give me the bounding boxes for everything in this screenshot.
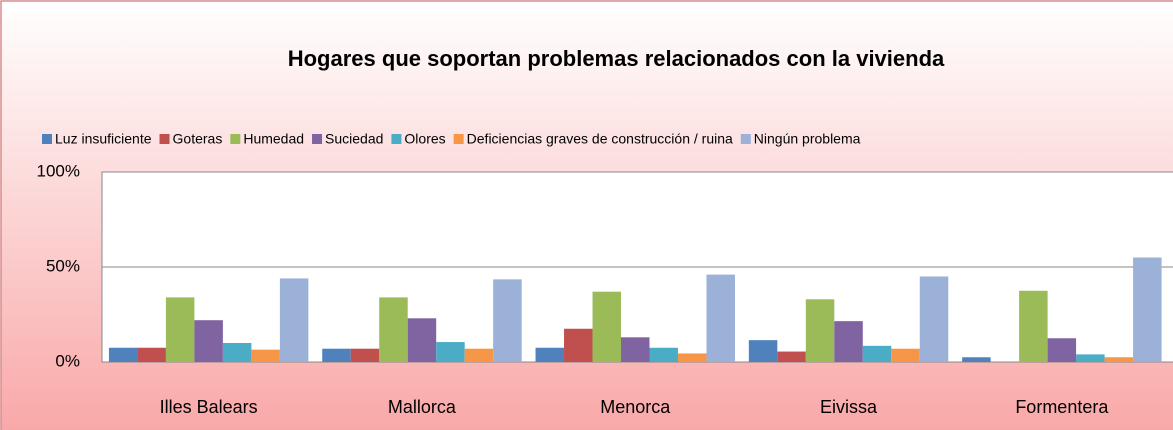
bar [962, 357, 991, 362]
bar [919, 276, 949, 362]
legend-label: Ningún problema [754, 131, 861, 147]
legend-label: Olores [404, 131, 445, 147]
legend-label: Deficiencias graves de construcción / ru… [467, 131, 733, 147]
bar [862, 345, 892, 362]
bar [222, 343, 252, 362]
bar [777, 351, 806, 362]
bar [834, 321, 863, 362]
legend-label: Humedad [243, 131, 304, 147]
bar [493, 279, 522, 362]
bar [194, 320, 223, 362]
chart-title: Hogares que soportan problemas relaciona… [288, 46, 945, 71]
bar [1104, 357, 1134, 362]
x-tick-label: Formentera [1015, 397, 1109, 417]
x-tick-label: Eivissa [820, 397, 878, 417]
bar [706, 274, 735, 362]
legend-swatch [453, 134, 464, 144]
bar [677, 353, 707, 362]
legend-swatch [740, 134, 751, 144]
bar [165, 297, 195, 362]
bar [1133, 257, 1162, 362]
legend-swatch [159, 134, 170, 144]
bar [748, 340, 778, 362]
bar [108, 347, 138, 362]
legend-swatch [312, 134, 323, 144]
legend-label: Luz insuficiente [55, 131, 152, 147]
legend-swatch [42, 134, 52, 144]
bar [464, 348, 494, 362]
bar [535, 347, 565, 362]
bar [350, 348, 380, 362]
bar [379, 297, 408, 362]
y-tick-label: 100% [37, 161, 80, 180]
bar [805, 299, 835, 362]
bar [322, 348, 351, 362]
bar [436, 342, 465, 362]
x-tick-label: Illes Balears [160, 397, 258, 417]
x-tick-label: Menorca [600, 397, 671, 417]
bar [649, 347, 678, 362]
bar [407, 318, 437, 362]
bar [279, 278, 309, 362]
legend-label: Goteras [173, 131, 223, 147]
legend-label: Suciedad [325, 131, 383, 147]
bar [891, 348, 920, 362]
bar [137, 347, 166, 362]
bar [1019, 290, 1048, 362]
legend-swatch [391, 134, 402, 144]
bar [592, 291, 622, 362]
legend-swatch [230, 134, 241, 144]
bar [564, 328, 593, 362]
y-tick-label: 50% [46, 256, 80, 275]
bar [1076, 354, 1105, 362]
bar [621, 337, 650, 362]
bar [251, 349, 280, 362]
bar [1047, 338, 1077, 362]
x-tick-label: Mallorca [388, 397, 457, 417]
y-tick-label: 0% [55, 351, 80, 370]
